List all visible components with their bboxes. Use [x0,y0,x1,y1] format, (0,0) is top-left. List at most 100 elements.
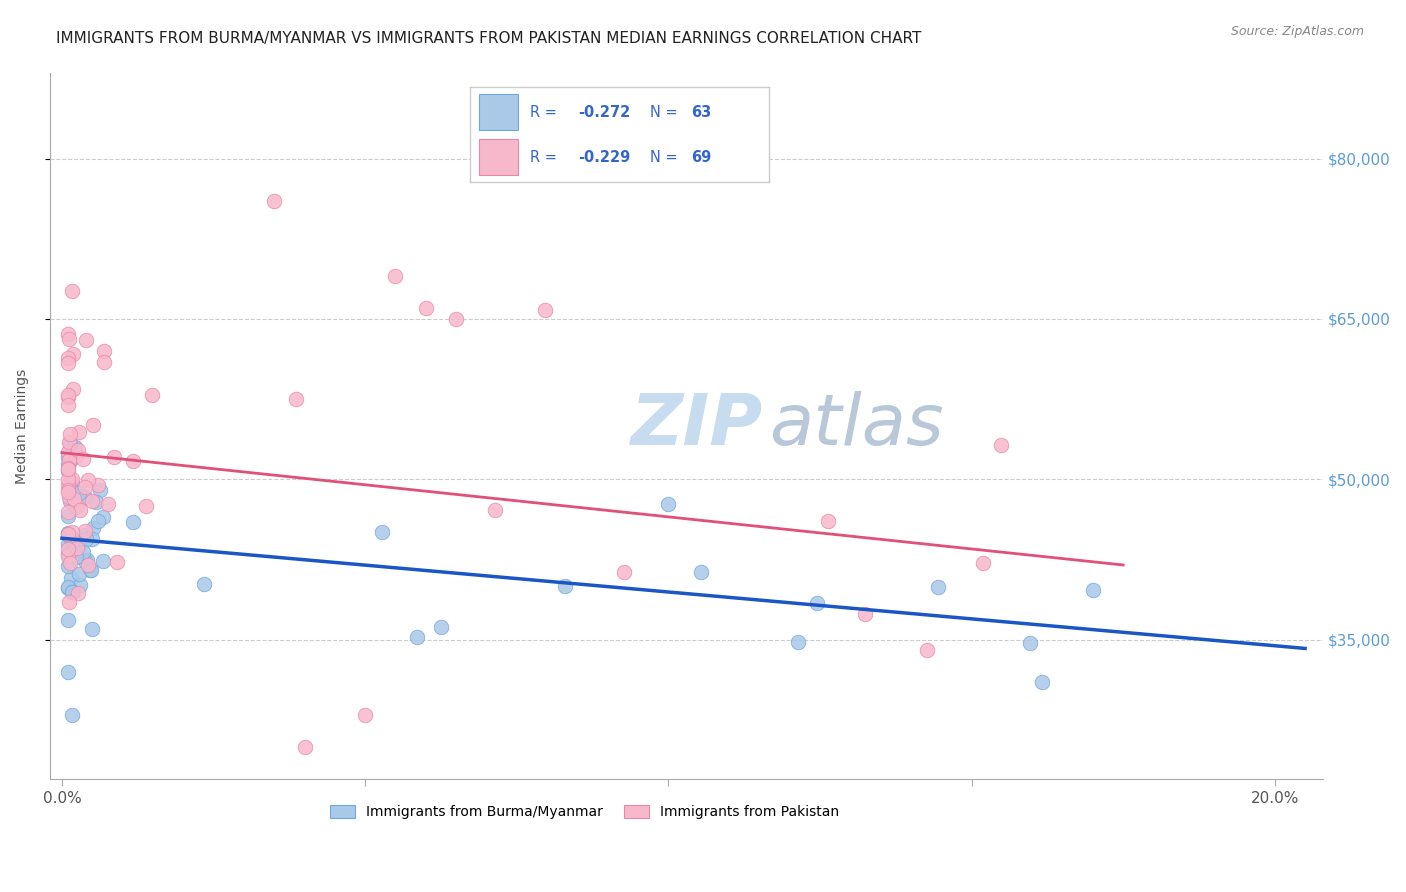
Point [786,635,808,649]
Point [56,464,79,478]
Point [77,473,100,487]
Point [56,526,79,541]
Point [972,557,994,571]
Point [58,480,80,494]
Point [58,453,80,467]
Point [60,284,83,298]
Point [59,437,82,451]
Point [69,578,91,592]
Point [56,398,79,412]
Point [121,454,143,468]
Text: IMMIGRANTS FROM BURMA/MYANMAR VS IMMIGRANTS FROM PAKISTAN MEDIAN EARNINGS CORREL: IMMIGRANTS FROM BURMA/MYANMAR VS IMMIGRA… [56,31,921,46]
Point [79,563,101,577]
Point [406,630,429,644]
Point [73,554,96,568]
Point [80,494,103,508]
Point [60,585,83,599]
Point [65,541,87,556]
Point [60,525,83,540]
Point [73,480,96,494]
Point [75,533,97,547]
Point [56,462,79,476]
Point [87,477,110,491]
Point [79,563,101,577]
Point [56,526,79,541]
Point [60,707,83,722]
Point [263,194,285,209]
Point [67,586,90,600]
Point [56,505,79,519]
Point [77,558,100,572]
Point [56,549,79,564]
Point [56,458,79,472]
Point [62,538,84,552]
Point [93,344,115,359]
Point [89,483,111,497]
Point [76,552,98,566]
Point [141,388,163,402]
Point [56,527,79,541]
Point [990,437,1012,451]
Point [371,524,394,539]
Point [415,301,437,316]
Point [927,580,949,594]
Point [613,565,636,579]
Point [56,665,79,680]
Point [91,510,114,524]
Text: atlas: atlas [769,392,943,460]
Point [58,483,80,497]
Point [62,585,84,599]
Point [135,499,157,513]
Point [56,547,79,561]
Point [58,494,80,508]
Point [60,472,83,486]
Point [56,327,79,342]
Point [82,417,104,432]
Text: Source: ZipAtlas.com: Source: ZipAtlas.com [1230,25,1364,38]
Point [1031,674,1053,689]
Point [62,542,84,557]
Point [1083,582,1105,597]
Point [66,442,89,457]
Point [60,476,83,491]
Legend: Immigrants from Burma/Myanmar, Immigrants from Pakistan: Immigrants from Burma/Myanmar, Immigrant… [325,799,845,825]
Point [56,445,79,459]
Point [82,532,104,546]
Text: ZIP: ZIP [631,392,763,460]
Point [56,351,79,366]
Point [105,555,128,569]
Point [56,390,79,404]
Point [56,542,79,557]
Point [690,565,713,579]
Point [58,332,80,346]
Point [806,597,828,611]
Point [80,622,103,636]
Point [62,347,84,361]
Point [73,490,96,504]
Point [56,450,79,464]
Point [56,509,79,524]
Point [75,524,97,538]
Point [69,502,91,516]
Point [62,533,84,547]
Point [56,537,79,551]
Point [93,355,115,369]
Point [87,514,110,528]
Point [73,528,96,542]
Point [72,544,94,558]
Point [56,472,79,486]
Point [56,613,79,627]
Point [817,514,839,528]
Point [193,577,215,591]
Point [56,581,79,595]
Point [67,567,90,582]
Point [58,556,80,570]
Point [67,536,90,550]
Point [91,554,114,568]
Point [534,303,557,318]
Point [58,490,80,504]
Point [65,450,87,464]
Point [75,334,97,348]
Point [1018,636,1040,650]
Point [67,425,90,439]
